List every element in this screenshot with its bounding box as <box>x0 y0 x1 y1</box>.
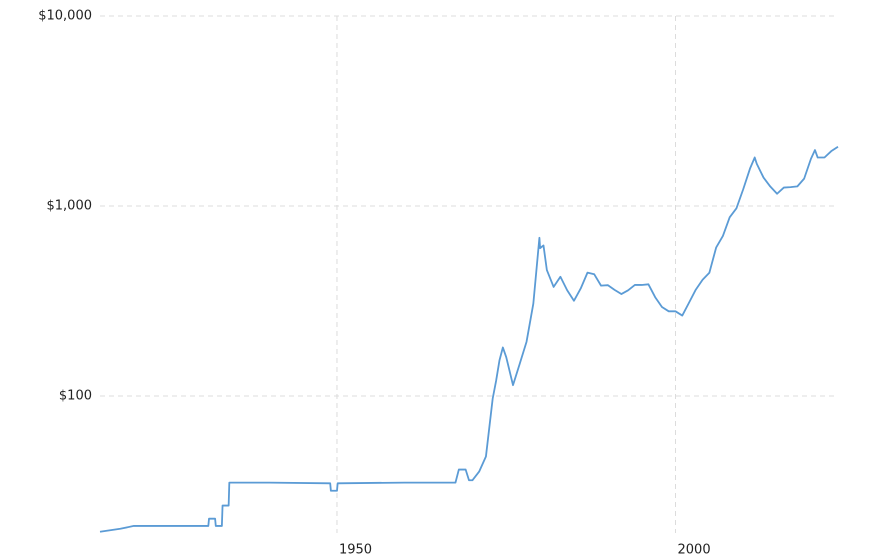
y-tick-label: $100 <box>59 388 92 403</box>
x-tick-label: 2000 <box>678 543 711 558</box>
y-tick-label: $1,000 <box>47 198 93 213</box>
x-tick-label: 1950 <box>339 543 372 558</box>
y-tick-label: $10,000 <box>38 9 92 24</box>
line-series <box>99 146 839 533</box>
